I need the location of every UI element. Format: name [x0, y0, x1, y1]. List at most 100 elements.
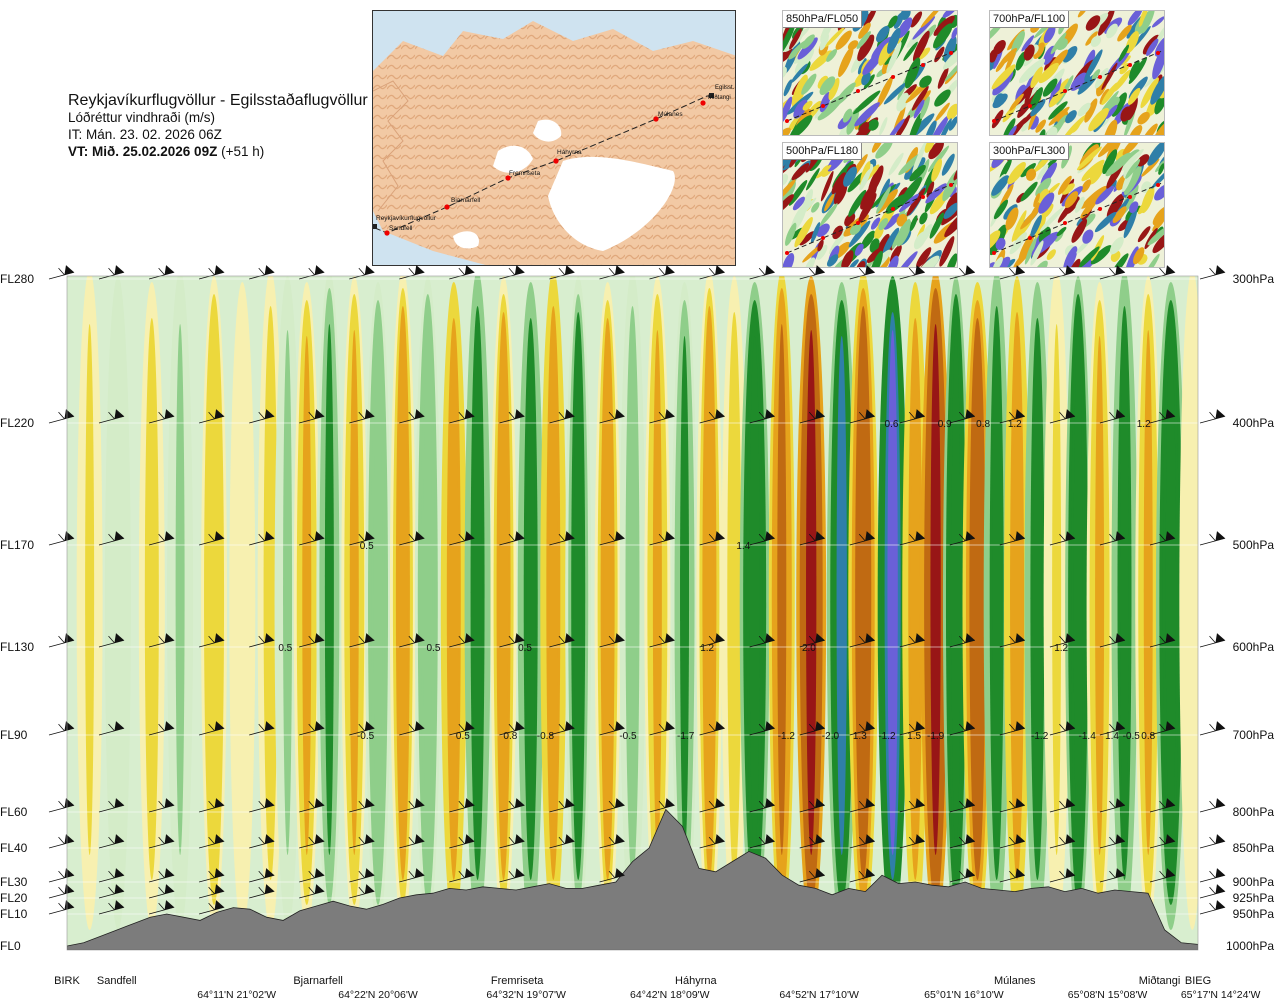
velocity-column: [671, 282, 698, 930]
thumbnail-contour: [1088, 107, 1109, 132]
value-label: -2.0: [822, 731, 840, 742]
wind-barb: [449, 798, 475, 813]
barb-pennant: [865, 721, 875, 731]
barb-pennant: [765, 409, 775, 419]
value-label: -0.5: [357, 731, 375, 742]
barb-feather: [908, 533, 916, 542]
wind-barb: [299, 721, 325, 736]
barb-shaft: [699, 727, 725, 736]
wind-barb: [148, 409, 175, 424]
velocity-column: [696, 276, 723, 930]
thumbnail-contour: [1121, 148, 1144, 172]
wind-barb: [449, 633, 475, 648]
barb-feather: [1059, 836, 1066, 845]
wind-barb: [249, 531, 275, 546]
velocity-column: [565, 276, 592, 930]
wind-barb: [249, 721, 275, 736]
barb-shaft: [399, 840, 425, 849]
barb-feather: [308, 411, 315, 420]
thumbnail-contour: [1084, 49, 1103, 81]
barb-feather: [308, 886, 315, 895]
terrain-fill: [67, 808, 1198, 950]
wind-barb: [148, 868, 175, 883]
thumbnail-contour: [1124, 165, 1142, 196]
barb-feather: [258, 836, 265, 845]
thumbnail-300hpa[interactable]: 300hPa/FL300: [989, 142, 1165, 268]
barb-pennant: [765, 798, 775, 808]
barb-feather: [558, 836, 566, 845]
barb-shaft: [1049, 840, 1076, 849]
thumbnail-contour: [801, 34, 815, 49]
barb-shaft: [849, 537, 875, 546]
velocity-column: [902, 282, 929, 930]
wind-barb: [1199, 265, 1226, 280]
velocity-contour: [499, 330, 509, 855]
wind-barb: [299, 868, 325, 883]
thumbnail-contour: [817, 75, 829, 89]
velocity-contour: [729, 330, 739, 855]
barb-feather: [758, 723, 766, 732]
thumbnail-contour: [1040, 162, 1058, 186]
barb-pennant: [664, 798, 675, 808]
barb-pennant: [614, 633, 625, 643]
barb-pennant: [1165, 798, 1176, 808]
velocity-contour: [302, 336, 312, 855]
velocity-column: [768, 276, 795, 930]
thumbnail-contour: [788, 179, 808, 206]
thumbnail-contour: [819, 33, 829, 51]
value-label: 0.9: [938, 419, 952, 430]
thumbnail-contour: [1034, 214, 1047, 239]
barb-feather: [208, 886, 215, 895]
wind-barb: [1149, 721, 1176, 736]
barb-feather: [608, 411, 616, 420]
barb-feather: [158, 886, 165, 895]
thumbnail-contour: [819, 76, 836, 96]
barb-pennant: [414, 834, 425, 844]
thumbnail-contour: [825, 26, 845, 48]
barb-feather: [1209, 870, 1216, 879]
barb-feather: [58, 723, 65, 732]
thumbnail-500hpa[interactable]: 500hPa/FL180: [782, 142, 958, 268]
wind-barb: [299, 798, 325, 813]
wind-barb: [399, 633, 425, 648]
wind-barbs: [48, 265, 1226, 915]
map-label-reykjavik: Reykjavíkurflugvöllur: [376, 215, 437, 222]
barb-pennant: [464, 868, 475, 878]
thumbnail-850hpa[interactable]: 850hPa/FL050: [782, 10, 958, 136]
barb-shaft: [699, 639, 725, 648]
thumbnail-contour: [858, 22, 871, 39]
route-map[interactable]: Reykjavíkurflugvöllur Sandfell Bjarnarfe…: [372, 10, 736, 266]
thumbnail-contour: [838, 46, 854, 77]
thumbnail-700hpa[interactable]: 700hPa/FL100: [989, 10, 1165, 136]
barb-feather: [908, 836, 916, 845]
wind-barb: [249, 633, 275, 648]
glacier-vatnajokull: [548, 156, 675, 251]
barb-feather: [558, 533, 566, 542]
velocity-contour: [749, 336, 760, 855]
flight-level-label: FL280: [0, 272, 35, 286]
thumbnail-contour: [1011, 210, 1027, 242]
thumbnail-contour: [820, 170, 834, 202]
wind-barb: [98, 834, 125, 849]
barb-shaft: [249, 804, 275, 813]
thumbnail-contour: [1021, 35, 1035, 52]
wind-barb: [899, 265, 925, 280]
barb-pennant: [164, 884, 175, 894]
thumbnail-contour: [809, 50, 833, 71]
barb-feather: [508, 800, 516, 809]
barb-pennant: [514, 834, 525, 844]
thumbnail-contour: [816, 244, 828, 260]
barb-feather: [108, 836, 115, 845]
velocity-column: [464, 276, 491, 930]
thumbnail-contour: [1085, 31, 1098, 46]
thumbnail-contour: [1056, 226, 1067, 237]
wind-barb: [1049, 798, 1076, 813]
barb-shaft: [1099, 874, 1126, 883]
flight-level-label: FL220: [0, 416, 35, 430]
velocity-contour: [777, 324, 787, 855]
barb-feather: [458, 635, 466, 644]
barb-shaft: [148, 906, 175, 915]
barb-shaft: [1099, 727, 1126, 736]
barb-feather: [1159, 411, 1166, 420]
thumbnail-contour: [944, 57, 957, 82]
